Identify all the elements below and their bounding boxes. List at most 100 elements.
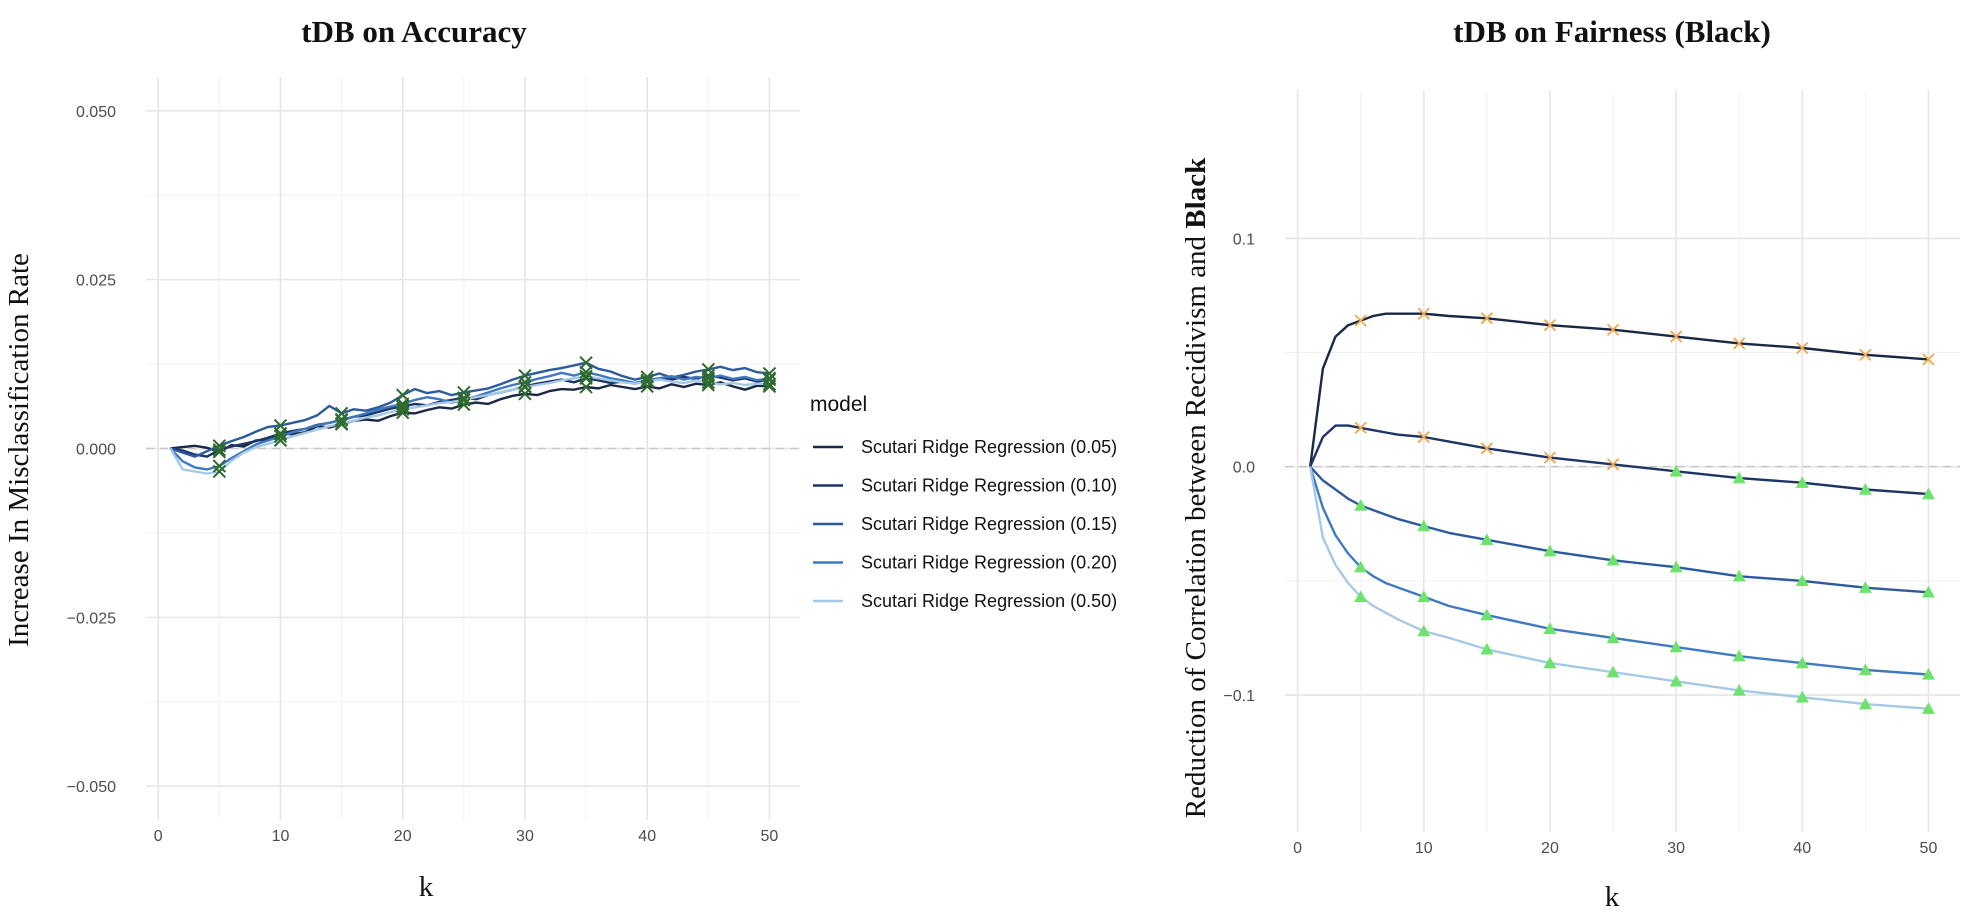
fairness-marker-x — [1669, 330, 1683, 343]
fairness-series-lines — [1309, 312, 1929, 710]
fairness-marker-triangle — [1795, 690, 1809, 703]
fairness-line-scutari-ridge-regression-0-20 — [1309, 466, 1929, 676]
fairness-xtick-label: 0 — [1293, 840, 1302, 857]
accuracy-marker-x — [212, 439, 227, 453]
fairness-marker-x — [1859, 348, 1872, 361]
fairness-marker-triangle — [1480, 608, 1494, 621]
legend-label: Scutari Ridge Regression (0.20) — [861, 553, 1117, 573]
fairness-ytick-label: 0.1 — [1233, 231, 1255, 248]
fairness-marker-triangle — [1732, 683, 1746, 696]
fairness-marker-triangle — [1480, 642, 1494, 655]
fairness-marker-triangle — [1354, 590, 1368, 603]
fairness-marker-triangle — [1732, 471, 1746, 484]
fairness-marker-x — [1354, 314, 1367, 327]
accuracy-marker-x — [579, 356, 593, 370]
fairness-marker-triangle — [1795, 476, 1809, 488]
fairness-ytick-label: −0.1 — [1223, 688, 1255, 705]
accuracy-marker-x — [701, 375, 716, 390]
fairness-marker-triangle — [1543, 622, 1557, 635]
accuracy-marker-x — [762, 371, 777, 385]
fairness-marker-triangle — [1795, 656, 1809, 669]
fairness-marker-triangle — [1669, 464, 1683, 477]
accuracy-marker-x — [579, 365, 593, 379]
fairness-marker-x — [1543, 451, 1557, 464]
accuracy-marker-x — [579, 369, 593, 383]
fairness-marker-triangle — [1858, 483, 1872, 495]
accuracy-marker-x — [518, 380, 532, 394]
fairness-marker-triangle — [1669, 560, 1683, 573]
fairness-marker-x — [1480, 442, 1494, 455]
fairness-marker-triangle — [1921, 585, 1935, 598]
accuracy-xtick-label: 20 — [394, 828, 412, 845]
fairness-marker-x — [1480, 312, 1494, 325]
fairness-marker-triangle — [1417, 590, 1431, 603]
accuracy-marker-x — [396, 397, 410, 411]
fairness-marker-triangle — [1858, 663, 1872, 676]
fairness-marker-triangle — [1858, 581, 1872, 593]
legend-items: Scutari Ridge Regression (0.05) Scutari R… — [813, 437, 1117, 611]
fairness-x-ticks: 0 10 20 30 40 50 — [1293, 840, 1937, 857]
accuracy-chart-title: tDB on Accuracy — [301, 14, 527, 49]
accuracy-marker-x — [334, 416, 349, 431]
fairness-marker-x — [1417, 430, 1430, 444]
fairness-xtick-label: 50 — [1920, 840, 1938, 857]
fairness-xtick-label: 30 — [1667, 840, 1685, 857]
fairness-marker-triangle — [1354, 560, 1368, 573]
fairness-gridlines — [1285, 90, 1960, 832]
fairness-xtick-label: 10 — [1415, 840, 1433, 857]
accuracy-marker-x — [212, 459, 227, 473]
fairness-marker-triangle — [1795, 574, 1809, 587]
fairness-xtick-label: 40 — [1793, 840, 1811, 857]
fairness-xtick-label: 20 — [1541, 840, 1559, 857]
legend-item: Scutari Ridge Regression (0.50) — [813, 591, 1117, 611]
accuracy-xtick-label: 50 — [761, 828, 779, 845]
fairness-marker-triangle — [1354, 499, 1368, 511]
fairness-line-scutari-ridge-regression-0-15 — [1309, 465, 1929, 594]
accuracy-xtick-label: 0 — [154, 828, 163, 845]
fairness-line-scutari-ridge-regression-0-10 — [1309, 424, 1929, 496]
accuracy-marker-x — [334, 406, 349, 421]
legend-label: Scutari Ridge Regression (0.10) — [861, 476, 1117, 496]
accuracy-marker-x — [396, 402, 410, 417]
accuracy-marker-x — [212, 464, 227, 479]
accuracy-marker-x — [640, 379, 654, 394]
fairness-marker-x — [1417, 307, 1430, 320]
fairness-line-scutari-ridge-regression-0-50 — [1309, 466, 1929, 710]
legend-label: Scutari Ridge Regression (0.05) — [861, 437, 1117, 457]
fairness-marker-x — [1606, 458, 1620, 471]
accuracy-marker-x — [762, 366, 777, 381]
accuracy-series-lines — [169, 361, 770, 475]
accuracy-marker-x — [640, 370, 654, 384]
accuracy-xtick-label: 10 — [272, 828, 290, 845]
accuracy-marker-x — [273, 433, 288, 448]
fairness-marker-triangle — [1921, 667, 1935, 680]
accuracy-marker-x — [334, 412, 349, 427]
accuracy-marker-x — [762, 377, 777, 392]
fairness-marker-triangle — [1480, 533, 1494, 545]
accuracy-ytick-label: −0.050 — [67, 779, 116, 796]
fairness-marker-x — [1922, 353, 1935, 366]
fairness-markers — [1354, 307, 1935, 714]
fairness-marker-triangle — [1732, 569, 1746, 582]
fairness-y-axis-label-prefix: Reduction of Correlation between Recidiv… — [1180, 229, 1212, 819]
fairness-marker-triangle — [1669, 640, 1683, 653]
fairness-marker-triangle — [1543, 656, 1557, 669]
legend-item: Scutari Ridge Regression (0.20) — [813, 553, 1117, 573]
fairness-marker-x — [1543, 319, 1557, 332]
legend: model Scutari Ridge Regression (0.05)Scu… — [810, 393, 1117, 611]
fairness-marker-triangle — [1417, 624, 1431, 637]
fairness-line-scutari-ridge-regression-0-05 — [1309, 312, 1929, 467]
fairness-marker-triangle — [1606, 631, 1620, 644]
accuracy-marker-x — [457, 393, 471, 407]
legend-item: Scutari Ridge Regression (0.15) — [813, 514, 1117, 534]
accuracy-marker-x — [518, 375, 532, 390]
fairness-marker-x — [1733, 337, 1746, 350]
fairness-marker-triangle — [1606, 665, 1620, 678]
accuracy-marker-x — [212, 445, 227, 459]
accuracy-y-ticks: −0.050 −0.025 0.000 0.025 0.050 — [67, 104, 116, 796]
fairness-y-ticks: −0.1 0.0 0.1 — [1223, 231, 1255, 705]
fairness-marker-x — [1354, 421, 1367, 435]
legend-label: Scutari Ridge Regression (0.50) — [861, 591, 1117, 611]
accuracy-marker-x — [640, 374, 654, 389]
accuracy-marker-x — [396, 399, 410, 414]
